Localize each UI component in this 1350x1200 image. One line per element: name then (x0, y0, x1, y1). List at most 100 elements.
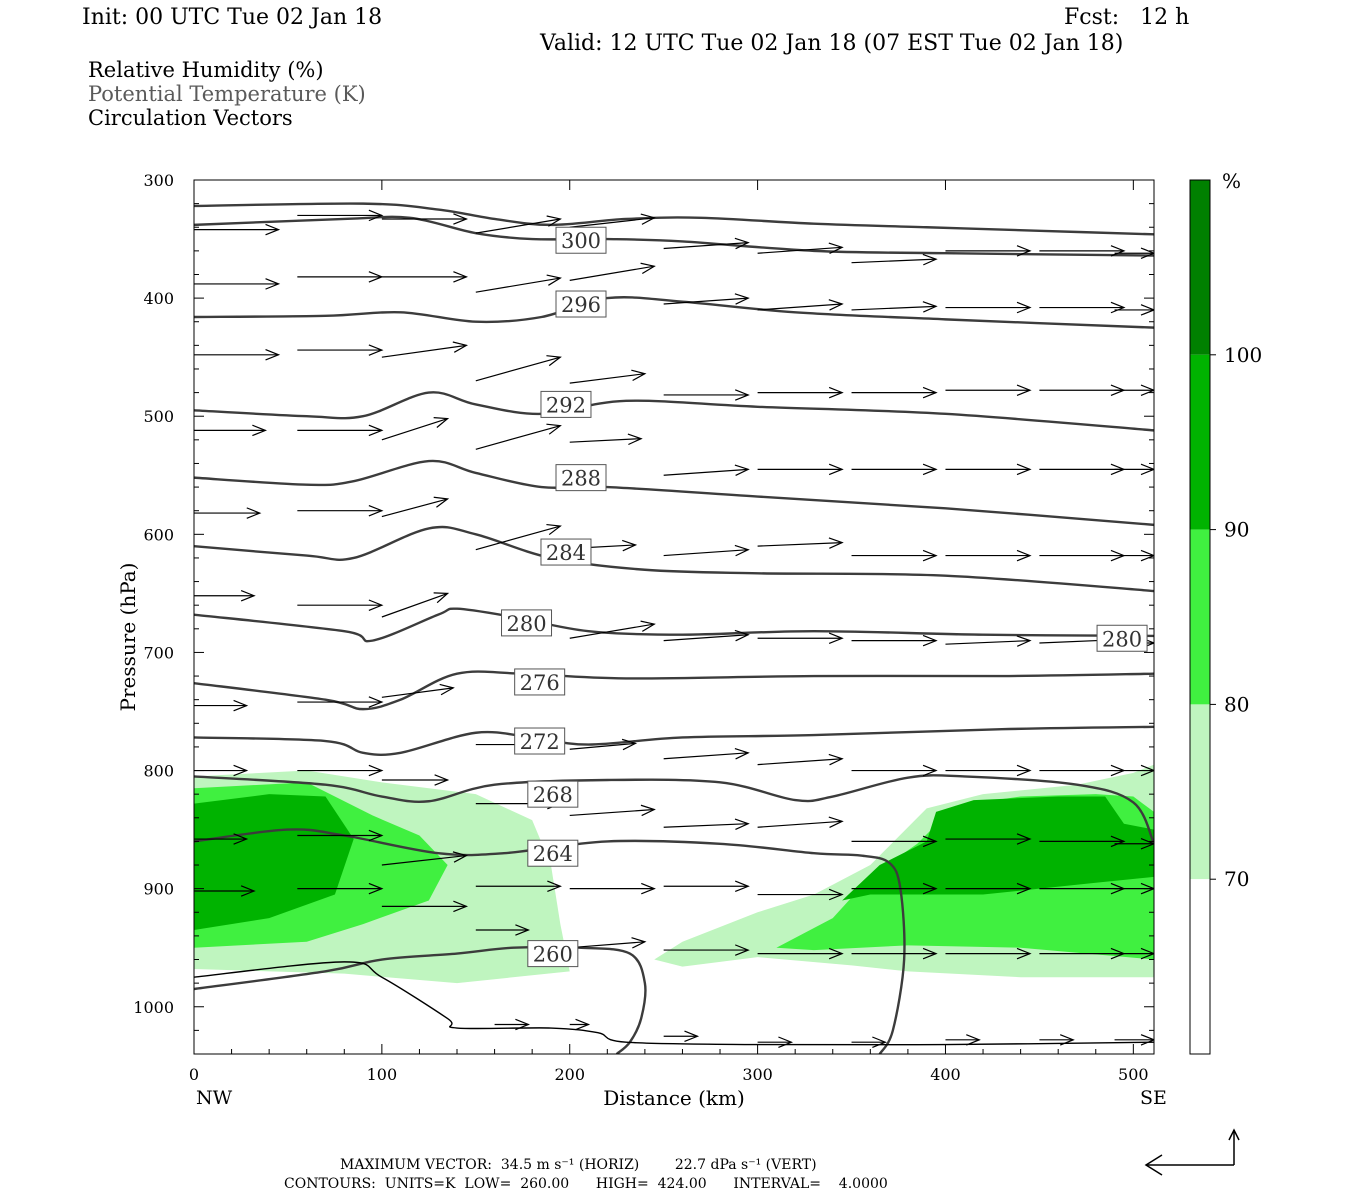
circulation-vector (757, 947, 844, 960)
vector-shaft (381, 592, 448, 618)
vector-head (734, 293, 750, 305)
vector-head (640, 620, 656, 632)
colorbar-label: 90 (1224, 518, 1249, 542)
circulation-vector (194, 833, 249, 845)
vector-head (1140, 463, 1154, 476)
circulation-vector (475, 924, 531, 936)
vector-head (240, 589, 256, 602)
theta-contour-6 (194, 607, 1154, 643)
vector-head (922, 835, 938, 848)
circulation-vector (569, 620, 656, 639)
vector-head (439, 683, 455, 696)
circulation-vector (1114, 947, 1154, 960)
colorbar-segment (1190, 529, 1210, 705)
circulation-vector (297, 504, 384, 517)
vector-head (778, 1036, 794, 1048)
vector-head (546, 274, 562, 286)
circulation-vector (381, 213, 469, 225)
vector-head (453, 213, 469, 225)
vector-head (515, 1018, 531, 1031)
vector-shaft (475, 425, 561, 450)
rh-fill-90-5 (842, 796, 1154, 901)
circulation-vector (194, 424, 268, 437)
vector-head (1016, 635, 1032, 647)
vector-shaft (569, 217, 655, 228)
circulation-vector (851, 549, 938, 562)
vector-head (433, 496, 450, 508)
circulation-vector (945, 1034, 981, 1046)
theta-label: 288 (555, 464, 607, 492)
circulation-vector (475, 423, 562, 450)
theta-label-text: 280 (1102, 627, 1142, 651)
vector-head (734, 464, 750, 476)
theta-label-text: 296 (561, 293, 601, 317)
circulation-vector (757, 816, 844, 828)
circulation-vector (475, 355, 562, 382)
circulation-vector (663, 237, 750, 250)
vector-head (640, 804, 656, 817)
theta-label-text: 292 (546, 393, 586, 417)
circulation-vector (757, 463, 844, 476)
vector-head (922, 947, 938, 960)
vector-head (265, 349, 281, 361)
vector-shaft (475, 277, 561, 293)
circulation-vector (297, 764, 384, 777)
vector-shaft (663, 468, 749, 476)
vector-head (640, 213, 656, 225)
circulation-vector (663, 293, 750, 305)
vector-shaft (757, 758, 843, 766)
max-vector-note: MAXIMUM VECTOR: 34.5 m s⁻¹ (HORIZ) 22.7 … (340, 1157, 817, 1173)
vector-head (546, 355, 562, 367)
circulation-vector (851, 634, 938, 647)
vector-head (1110, 245, 1126, 257)
vector-head (828, 753, 844, 766)
circulation-vector (381, 417, 450, 441)
x-tick-label: 300 (742, 1065, 773, 1084)
circulation-vector (1114, 549, 1154, 562)
y-tick-label: 600 (143, 525, 174, 544)
circulation-vector (851, 301, 938, 313)
theta-contour-7 (194, 670, 1154, 711)
theta-contour-5 (194, 525, 1154, 593)
circulation-vector (945, 384, 1032, 396)
vector-head (1140, 247, 1154, 259)
circulation-vector (297, 209, 384, 222)
vector-head (240, 885, 256, 897)
vector-head (734, 880, 750, 893)
colorbar-segment (1190, 180, 1210, 355)
circulation-vector (663, 944, 750, 956)
vector-head (631, 937, 647, 949)
y-tick-label: 1000 (133, 998, 174, 1017)
vector-head (368, 209, 384, 222)
circulation-vector (297, 829, 384, 842)
vector-head (922, 764, 938, 777)
vector-head (828, 463, 844, 476)
vector-head (1016, 882, 1032, 895)
theta-label-text: 300 (561, 229, 601, 253)
y-tick-label: 300 (143, 171, 174, 190)
vector-shaft (663, 752, 749, 760)
vector-head (922, 463, 938, 476)
circulation-vector (569, 882, 656, 895)
theta-label-text: 268 (533, 783, 573, 807)
vector-shaft (569, 438, 642, 443)
plot-frame (193, 179, 1155, 1055)
vector-head (1016, 764, 1032, 777)
theta-label: 280 (501, 609, 553, 637)
x-tick-label: 0 (189, 1065, 199, 1084)
circulation-vector (851, 386, 938, 399)
y-tick-label: 900 (143, 880, 174, 899)
y-tick-label: 800 (143, 762, 174, 781)
vector-shaft (569, 265, 655, 281)
theta-label-box (555, 226, 607, 254)
theta-label: 260 (527, 940, 579, 968)
circulation-vector (297, 344, 384, 356)
circulation-vector (475, 523, 562, 551)
circulation-vector (757, 753, 844, 766)
vector-head (1140, 1034, 1154, 1046)
theta-label-box (1096, 624, 1148, 652)
circulation-vector (381, 774, 450, 786)
circulation-vector (1039, 245, 1126, 257)
legend-theta: Potential Temperature (K) (88, 82, 366, 106)
vector-head (922, 253, 938, 266)
